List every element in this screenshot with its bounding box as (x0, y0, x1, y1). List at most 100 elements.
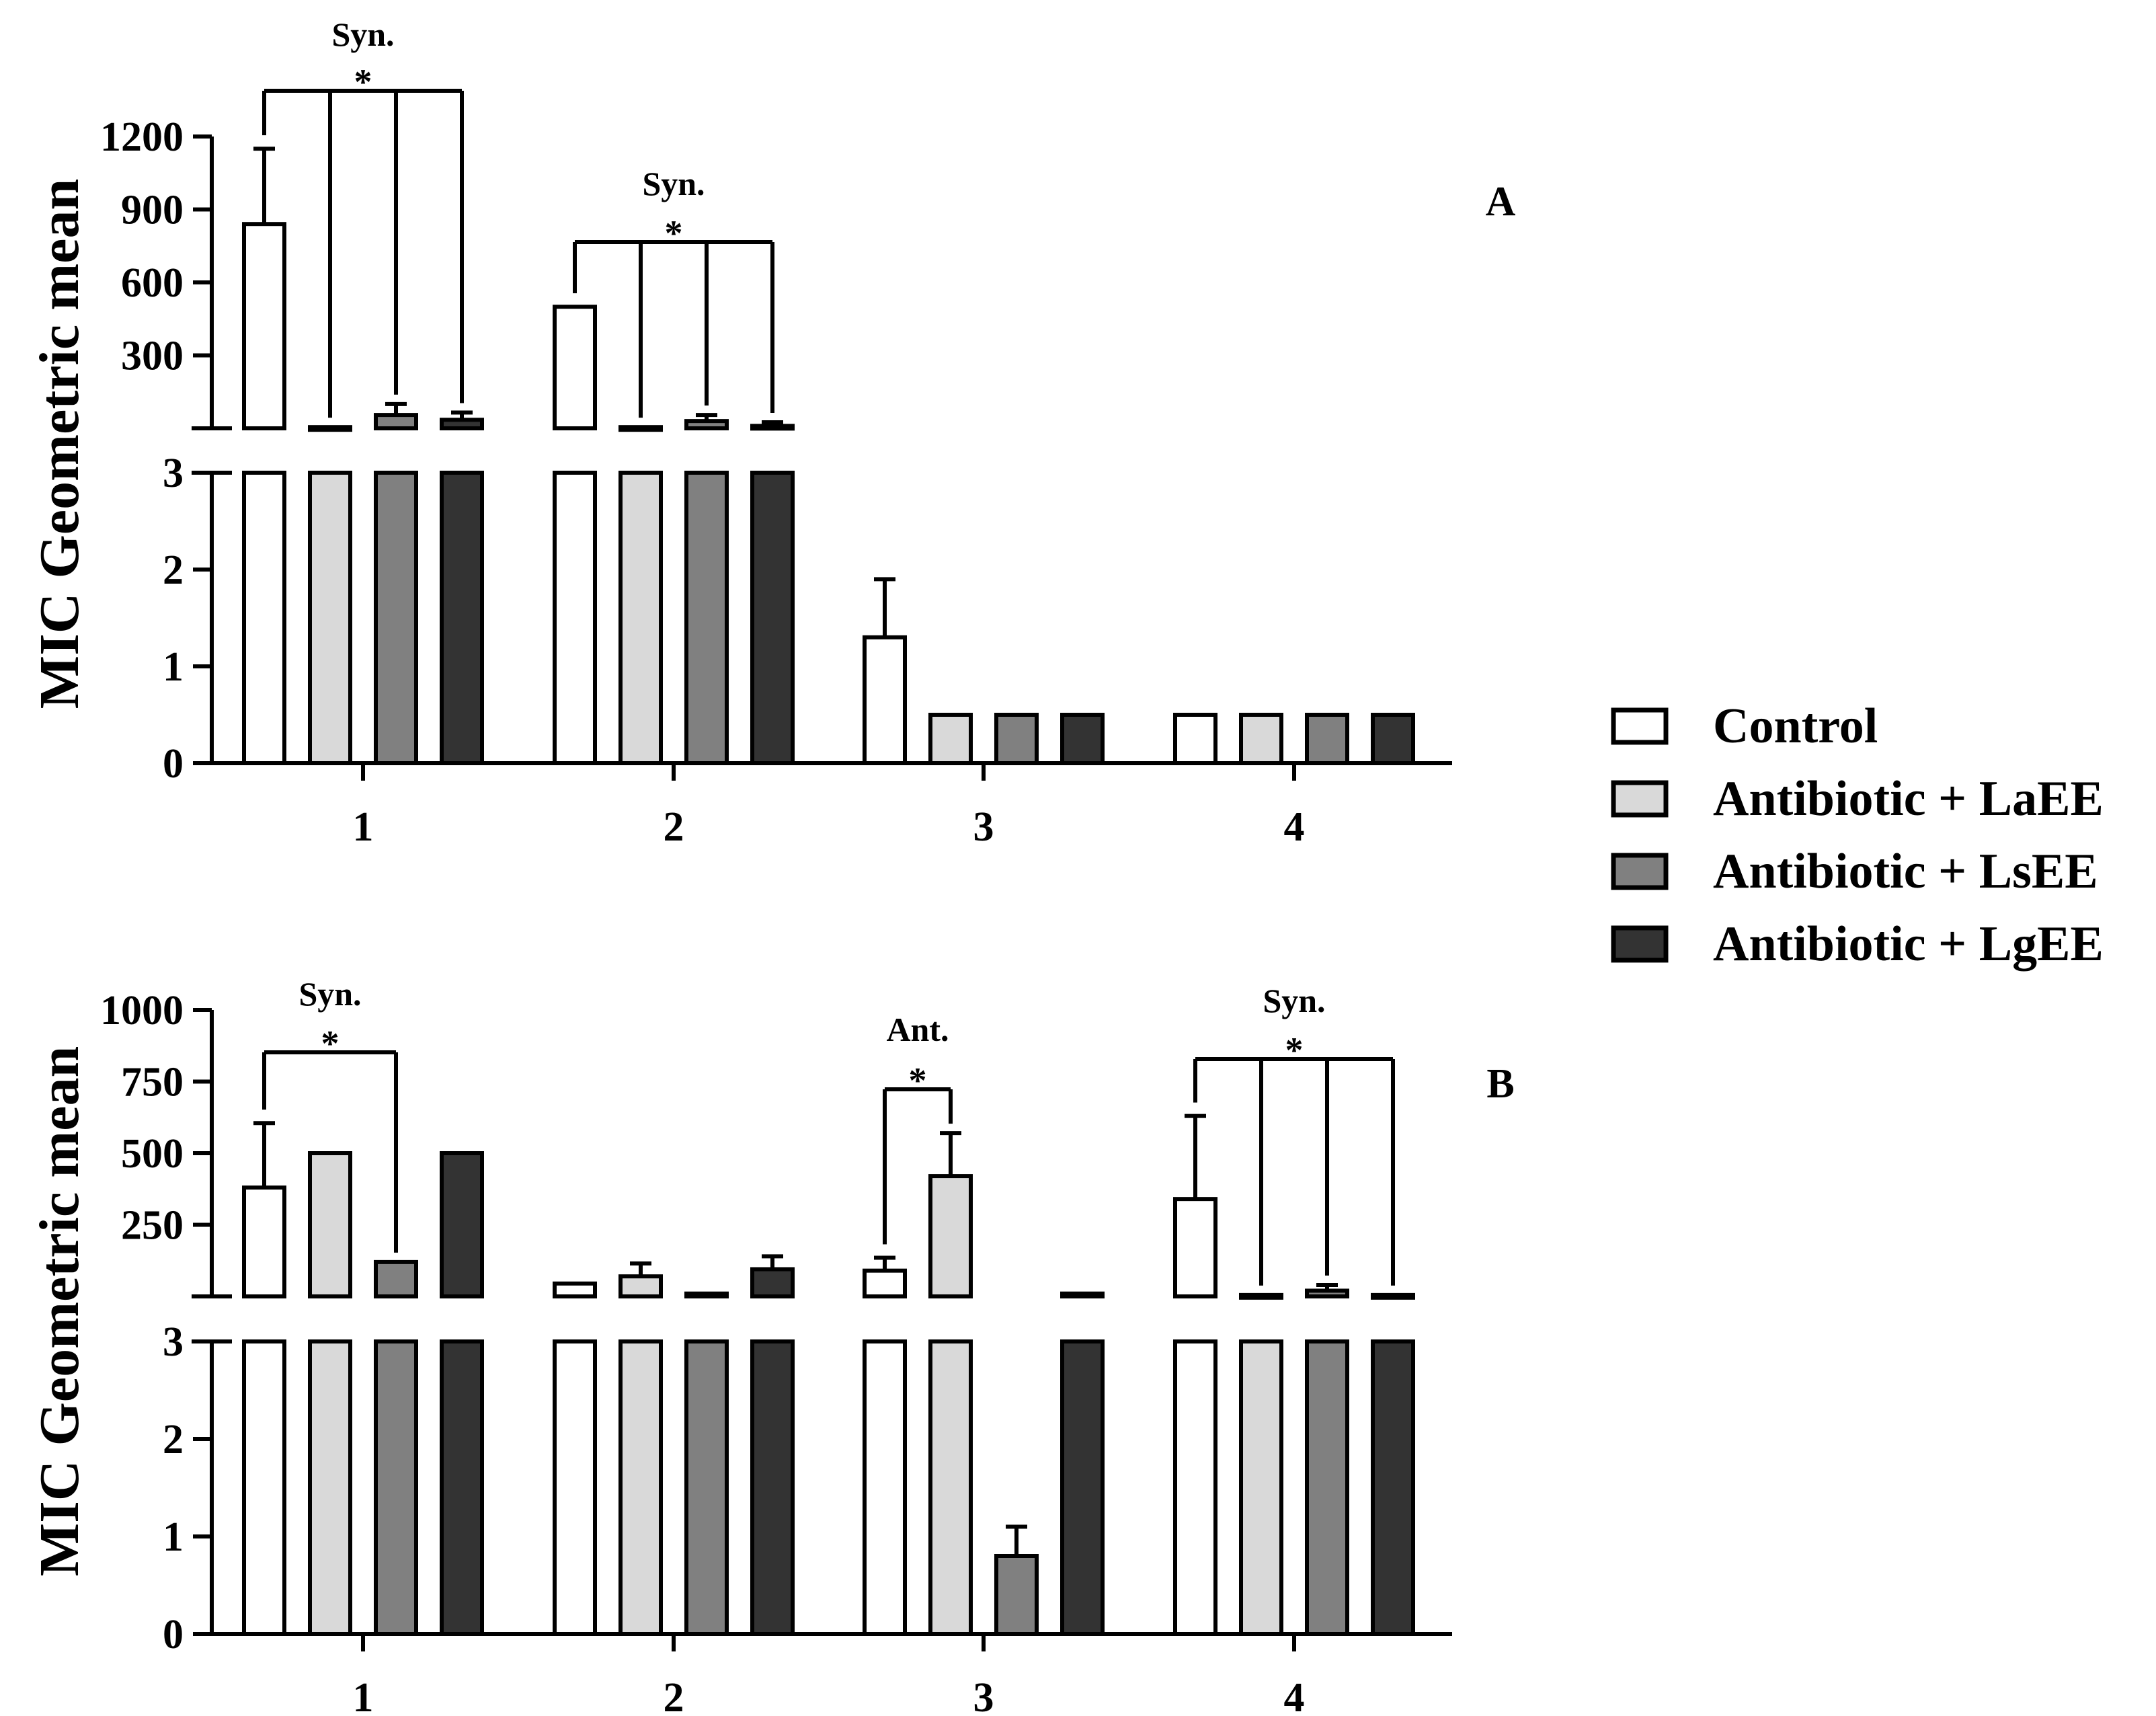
y-axis-label: MIC Geometric mean (28, 179, 91, 709)
bar-upper-Antibiotic + LaEE (308, 1151, 352, 1298)
bar-Antibiotic + LgEE (1060, 713, 1105, 765)
bar-upper-Control (1173, 1197, 1217, 1299)
bar-Control (1173, 713, 1217, 765)
bar-Antibiotic + LsEE (1305, 713, 1349, 765)
x-tick-label: 1 (353, 804, 374, 850)
significance-star: * (665, 213, 683, 254)
bar-upper-Antibiotic + LgEE (1371, 1292, 1415, 1300)
significance-label: Syn. (298, 975, 361, 1013)
bar-lower-Control (242, 1339, 286, 1636)
bar-Antibiotic + LsEE (994, 713, 1039, 765)
y-tick-label: 750 (121, 1060, 184, 1105)
y-tick-label: 250 (121, 1203, 184, 1249)
x-tick-label: 3 (973, 1675, 994, 1716)
bar-upper-Control (863, 1268, 907, 1299)
panel-a-chart: 300 600 900 1200 0 1 2 3 MIC Geometric mean A 1 2 3 4… (28, 15, 1516, 850)
x-tick-label: 3 (973, 804, 994, 850)
bar-upper-Antibiotic + LsEE (374, 1259, 418, 1299)
y-tick-label: 300 (121, 334, 184, 379)
x-tick-label: 2 (664, 804, 684, 850)
y-tick-label: 1 (163, 644, 184, 690)
bar-lower-Antibiotic + LaEE (1239, 1339, 1283, 1636)
x-tick-label: 4 (1284, 1675, 1305, 1716)
y-tick-label: 3 (163, 1319, 184, 1365)
y-tick-label: 2 (163, 547, 184, 593)
panel-label: A (1486, 179, 1516, 225)
bar-upper-Antibiotic + LgEE (1060, 1291, 1105, 1298)
significance-label: Ant. (886, 1011, 949, 1048)
bar-lower-Control (1173, 1339, 1217, 1636)
bar-upper-Antibiotic + LgEE (750, 1267, 795, 1299)
y-tick-label: 0 (163, 1612, 184, 1658)
y-tick-label: 1000 (100, 988, 184, 1034)
y-tick-label: 900 (121, 188, 184, 233)
y-tick-label: 1 (163, 1514, 184, 1560)
bar-lower-Antibiotic + LsEE (1305, 1339, 1349, 1636)
bar-lower-Antibiotic + LsEE (684, 1339, 729, 1636)
legend-swatch (1611, 853, 1669, 890)
bar-Antibiotic + LgEE (1371, 713, 1415, 765)
bar-lower-Antibiotic + LaEE (618, 471, 663, 765)
bar-upper-Control (242, 222, 286, 430)
bar-upper-Antibiotic + LaEE (618, 425, 663, 432)
significance-label: Syn. (642, 165, 705, 202)
y-tick-label: 500 (121, 1131, 184, 1177)
bar-Antibiotic + LsEE (994, 1554, 1039, 1636)
bar-lower-Antibiotic + LgEE (440, 1339, 484, 1636)
y-tick-label: 2 (163, 1417, 184, 1462)
bar-upper-Antibiotic + LaEE (618, 1274, 663, 1299)
bar-upper-Antibiotic + LaEE (308, 425, 352, 432)
y-tick-label: 1200 (100, 114, 184, 160)
bar-upper-Antibiotic + LaEE (1239, 1292, 1283, 1300)
bar-upper-Antibiotic + LsEE (684, 419, 729, 431)
bar-lower-Antibiotic + LaEE (928, 1339, 973, 1636)
x-tick-label: 4 (1284, 804, 1305, 850)
bar-lower-Control (242, 471, 286, 765)
x-tick-label: 1 (353, 1675, 374, 1716)
bar-Antibiotic + LaEE (1239, 713, 1283, 765)
bar-upper-Control (553, 305, 597, 430)
legend-label: Antibiotic + LaEE (1713, 771, 2104, 826)
panel-b-chart: 250 500 750 1000 0 1 2 3 MIC Geometric mean B 1 2 3 4… (28, 975, 1515, 1716)
y-tick-label: 600 (121, 260, 184, 306)
bar-upper-Antibiotic + LgEE (440, 418, 484, 431)
bar-lower-Antibiotic + LgEE (440, 471, 484, 765)
bar-upper-Control (242, 1185, 286, 1298)
significance-star: * (354, 62, 372, 102)
significance-label: Syn. (331, 15, 394, 53)
legend: Control Antibiotic + LaEE Antibiotic + LsE… (1611, 699, 2104, 972)
bar-lower-Antibiotic + LgEE (750, 1339, 795, 1636)
bar-Antibiotic + LaEE (928, 713, 973, 765)
bar-lower-Antibiotic + LaEE (618, 1339, 663, 1636)
legend-label: Antibiotic + LgEE (1713, 916, 2104, 972)
significance-star: * (909, 1060, 927, 1101)
bar-upper-Antibiotic + LgEE (440, 1151, 484, 1298)
bar-lower-Antibiotic + LgEE (1371, 1339, 1415, 1636)
bar-lower-Control (553, 1339, 597, 1636)
bar-Control (863, 635, 907, 765)
bar-upper-Antibiotic + LsEE (374, 413, 418, 431)
x-tick-label: 2 (664, 1675, 684, 1716)
legend-label: Antibiotic + LsEE (1713, 844, 2098, 899)
bar-lower-Antibiotic + LaEE (308, 1339, 352, 1636)
legend-swatch (1611, 780, 1669, 818)
y-tick-label: 0 (163, 741, 184, 787)
bar-upper-Control (553, 1281, 597, 1298)
bar-lower-Antibiotic + LgEE (1060, 1339, 1105, 1636)
significance-label: Syn. (1263, 982, 1325, 1019)
bar-lower-Antibiotic + LsEE (684, 471, 729, 765)
bar-lower-Control (553, 471, 597, 765)
bar-upper-Antibiotic + LsEE (684, 1291, 729, 1298)
bar-lower-Antibiotic + LsEE (374, 471, 418, 765)
y-axis-label: MIC Geometric mean (28, 1046, 91, 1576)
bar-lower-Antibiotic + LsEE (374, 1339, 418, 1636)
legend-label: Control (1713, 699, 1878, 754)
legend-swatch (1611, 707, 1669, 745)
panel-label: B (1486, 1061, 1514, 1107)
bar-upper-Antibiotic + LaEE (928, 1174, 973, 1298)
bar-lower-Antibiotic + LgEE (750, 471, 795, 765)
significance-star: * (1285, 1030, 1304, 1070)
bar-lower-Control (863, 1339, 907, 1636)
bar-upper-Antibiotic + LsEE (1305, 1288, 1349, 1298)
